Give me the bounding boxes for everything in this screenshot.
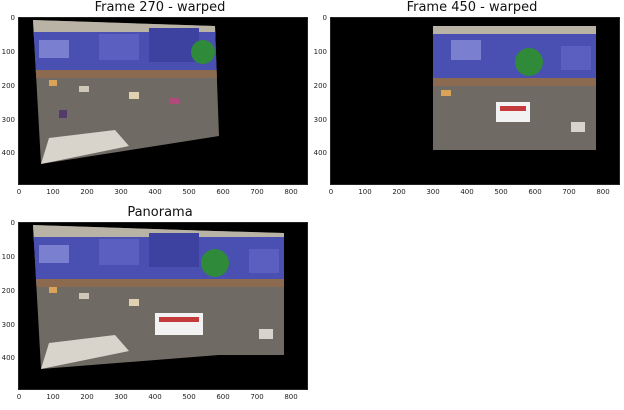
y-tick-label: 200 — [1, 287, 15, 295]
x-tick-label: 100 — [358, 188, 372, 196]
panel-title: Frame 270 - warped — [94, 0, 226, 15]
warped-frame-image — [33, 20, 219, 164]
x-tick-label: 100 — [46, 393, 60, 401]
y-tick-label: 400 — [1, 149, 15, 157]
y-tick-label: 300 — [1, 321, 15, 329]
x-tick-label: 500 — [182, 188, 196, 196]
y-tick-label: 300 — [313, 116, 327, 124]
y-tick-label: 300 — [1, 116, 15, 124]
y-tick-label: 100 — [1, 48, 15, 56]
x-tick-label: 800 — [596, 188, 610, 196]
x-tick-label: 500 — [182, 393, 196, 401]
x-tick-label: 0 — [328, 188, 334, 196]
panel-frame-450: Frame 450 - warped 0 100 — [312, 0, 624, 200]
x-tick-label: 100 — [46, 188, 60, 196]
panel-panorama: Panorama — [0, 205, 312, 410]
x-tick-label: 800 — [284, 393, 298, 401]
y-tick-label: 0 — [322, 14, 327, 22]
image-axes — [330, 17, 620, 185]
x-tick-label: 300 — [426, 188, 440, 196]
y-tick-label: 100 — [313, 48, 327, 56]
x-tick-label: 300 — [114, 188, 128, 196]
y-tick-label: 400 — [313, 149, 327, 157]
y-tick-label: 0 — [10, 14, 15, 22]
x-tick-label: 800 — [284, 188, 298, 196]
y-tick-label: 200 — [313, 82, 327, 90]
panorama-image — [33, 225, 284, 369]
x-tick-label: 400 — [460, 188, 474, 196]
y-tick-label: 0 — [10, 219, 15, 227]
x-tick-label: 200 — [80, 393, 94, 401]
x-tick-label: 700 — [250, 188, 264, 196]
x-tick-label: 700 — [250, 393, 264, 401]
y-tick-label: 100 — [1, 253, 15, 261]
x-tick-label: 200 — [80, 188, 94, 196]
image-axes — [18, 222, 308, 390]
x-tick-label: 700 — [562, 188, 576, 196]
y-tick-label: 400 — [1, 354, 15, 362]
x-tick-label: 0 — [16, 393, 22, 401]
y-tick-label: 200 — [1, 82, 15, 90]
x-tick-label: 200 — [392, 188, 406, 196]
x-tick-label: 500 — [494, 188, 508, 196]
x-tick-label: 0 — [16, 188, 22, 196]
x-tick-label: 300 — [114, 393, 128, 401]
x-tick-label: 600 — [528, 188, 542, 196]
x-tick-label: 600 — [216, 393, 230, 401]
panel-frame-270: Frame 270 - warped — [0, 0, 312, 200]
panel-title: Frame 450 - warped — [406, 0, 538, 15]
x-tick-label: 600 — [216, 188, 230, 196]
x-tick-label: 400 — [148, 188, 162, 196]
panel-title: Panorama — [127, 205, 193, 220]
warped-frame-image — [433, 26, 596, 150]
x-tick-label: 400 — [148, 393, 162, 401]
image-axes — [18, 17, 308, 185]
